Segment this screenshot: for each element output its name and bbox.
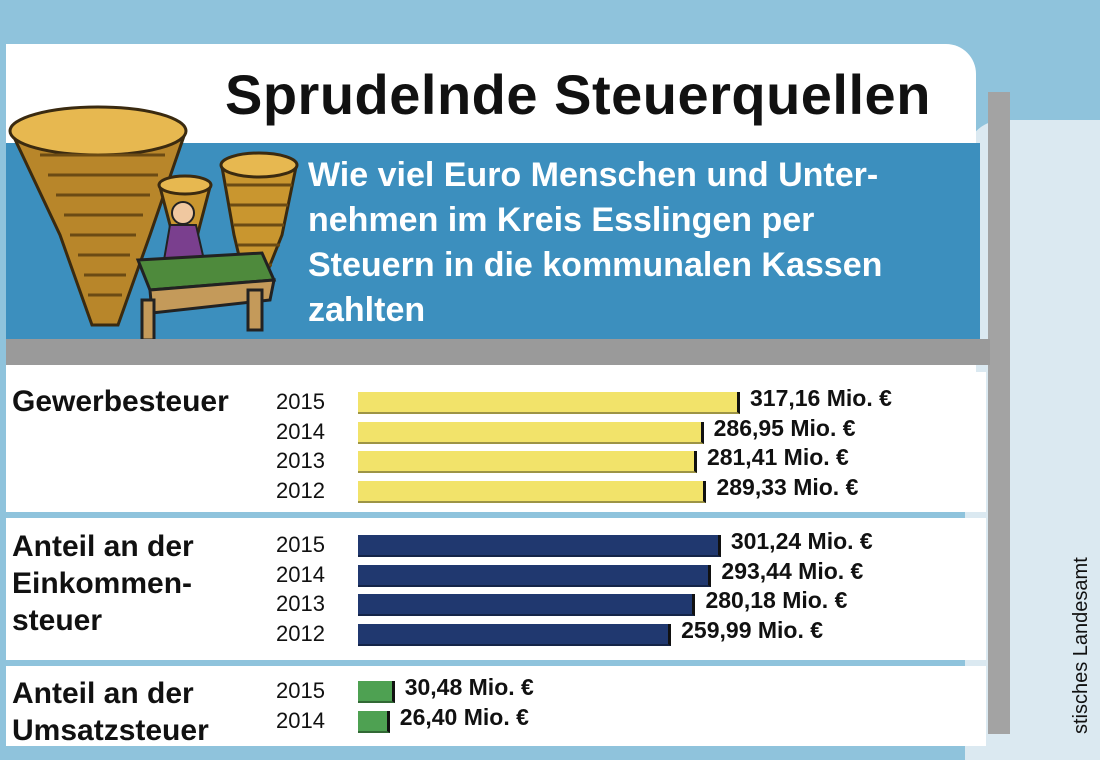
value-label: 280,18 Mio. €: [705, 587, 848, 613]
bar: [358, 451, 697, 473]
value-label: 289,33 Mio. €: [716, 473, 859, 500]
bar: [358, 681, 395, 703]
bar: [358, 594, 696, 616]
bar: [358, 564, 712, 587]
value-label: 301,24 Mio. €: [730, 528, 873, 554]
section-label: Gewerbesteuer: [12, 385, 229, 418]
subtitle: Wie viel Euro Menschen und Unter- nehmen…: [308, 156, 883, 329]
year-label: 2012: [276, 477, 325, 503]
section-label: Anteil an der Umsatzsteuer: [12, 677, 209, 747]
year-label: 2013: [276, 591, 325, 616]
value-label: 26,40 Mio. €: [399, 703, 529, 730]
year-label: 2013: [276, 448, 325, 473]
bar: [358, 392, 740, 414]
background-panel: [965, 120, 1100, 760]
person-icon: [162, 201, 206, 261]
bar: [358, 535, 721, 557]
bar: [358, 421, 704, 444]
year-label: 2012: [276, 620, 325, 646]
desk-icon: [135, 251, 277, 342]
value-label: 281,41 Mio. €: [706, 444, 849, 470]
bar: [358, 623, 672, 646]
year-label: 2014: [276, 561, 325, 587]
divider-bar: [6, 339, 990, 365]
value-label: 317,16 Mio. €: [750, 385, 892, 411]
source-label: stisches Landesamt: [1070, 557, 1092, 734]
value-label: 259,99 Mio. €: [681, 616, 824, 643]
value-label: 286,95 Mio. €: [713, 414, 856, 441]
large-coin-stack-icon: [8, 105, 188, 327]
year-label: 2015: [276, 678, 325, 703]
section-label: Anteil an der Einkommen- steuer: [12, 530, 194, 637]
value-label: 30,48 Mio. €: [404, 674, 534, 700]
coin-stacks-desk-illustration: [8, 105, 299, 342]
year-label: 2014: [276, 418, 325, 444]
value-label: 293,44 Mio. €: [721, 557, 864, 584]
bar: [358, 480, 707, 503]
bar: [358, 710, 390, 733]
shadow-strip: [988, 92, 1010, 734]
year-label: 2014: [276, 707, 325, 733]
year-label: 2015: [276, 389, 325, 414]
page-title: Sprudelnde Steuerquellen: [225, 63, 931, 126]
year-label: 2015: [276, 532, 325, 557]
section-umsatzsteuer: [6, 666, 986, 746]
